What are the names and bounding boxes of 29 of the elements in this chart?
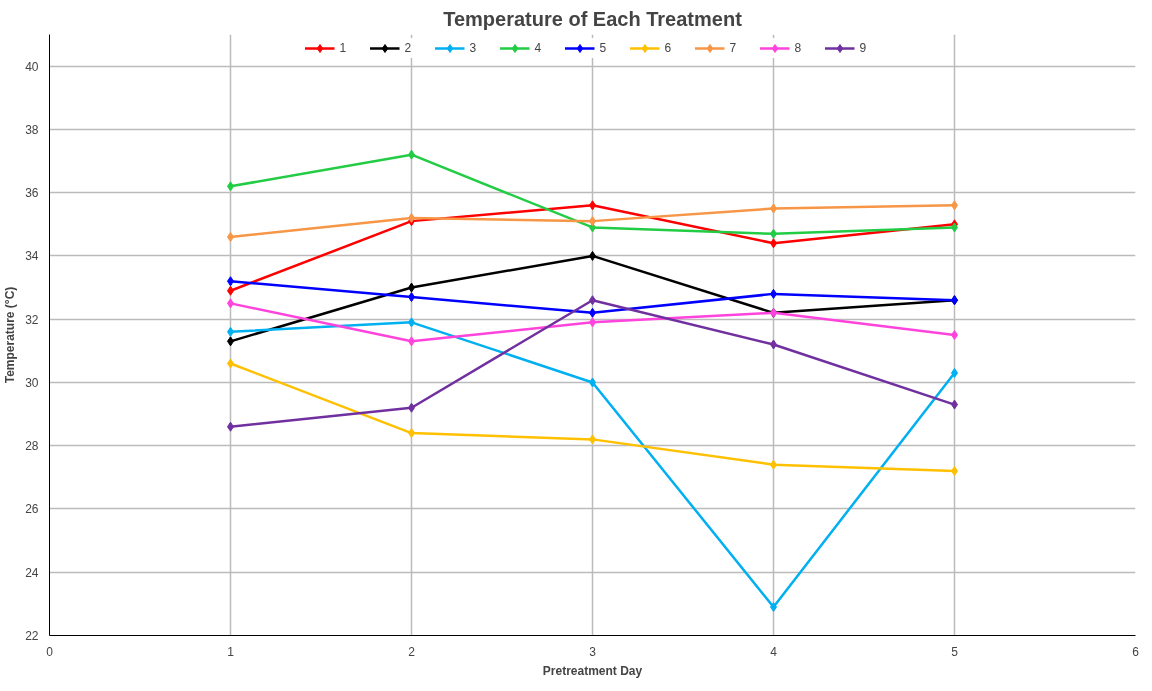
x-tick-label: 6 [1132, 644, 1140, 659]
legend-label: 9 [859, 41, 868, 55]
x-tick-label: 3 [589, 644, 597, 659]
y-tick-label: 32 [25, 312, 39, 327]
legend-label: 4 [534, 41, 543, 55]
y-tick-label: 34 [25, 249, 39, 264]
legend-label: 7 [729, 41, 738, 55]
chart-title: Temperature of Each Treatment [443, 7, 743, 30]
legend-label: 1 [339, 41, 348, 55]
legend-label: 6 [664, 41, 673, 55]
y-tick-label: 30 [25, 375, 39, 390]
legend-label: 8 [794, 41, 803, 55]
y-tick-label: 36 [25, 186, 39, 201]
y-tick-label: 22 [25, 629, 39, 643]
x-tick-label: 1 [227, 644, 235, 659]
x-tick-label: 2 [408, 644, 416, 659]
legend-label: 2 [404, 41, 413, 55]
y-tick-label: 28 [25, 439, 39, 454]
x-axis-title: Pretreatment Day [542, 663, 643, 678]
x-tick-label: 4 [770, 644, 778, 659]
x-tick-label: 5 [951, 644, 959, 659]
y-axis-title: Temperature (°C) [3, 286, 18, 384]
y-tick-label: 24 [25, 565, 39, 580]
legend-label: 3 [469, 41, 478, 55]
y-tick-label: 26 [25, 502, 39, 517]
x-tick-label: 0 [46, 644, 54, 659]
legend-label: 5 [599, 41, 608, 55]
y-tick-label: 40 [25, 59, 39, 74]
y-tick-label: 38 [25, 122, 39, 137]
